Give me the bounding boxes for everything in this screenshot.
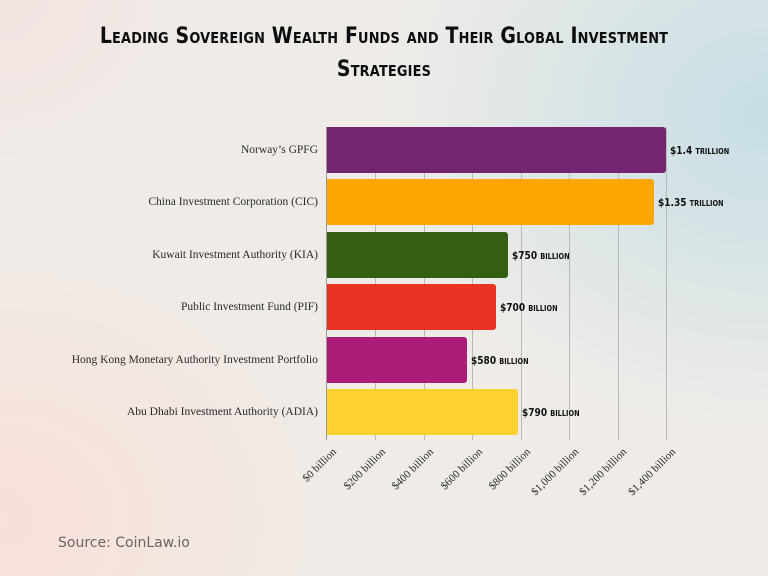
x-tick-label: $200 billion — [341, 446, 388, 493]
bar-row: Kuwait Investment Authority (KIA) $750 b… — [0, 232, 768, 278]
gridline — [424, 127, 425, 440]
category-label: China Investment Corporation (CIC) — [148, 196, 318, 208]
bar-row: China Investment Corporation (CIC) $1.35… — [0, 179, 768, 225]
bar-hkma — [327, 337, 467, 383]
x-tick-label: $1,400 billion — [626, 446, 679, 499]
x-tick-label: $400 billion — [389, 446, 437, 493]
bar-cic — [327, 179, 654, 225]
value-label: $750 billion — [512, 249, 570, 262]
x-tick-label: $1,000 billion — [528, 446, 582, 499]
bar-kia — [327, 232, 509, 278]
x-tick-label: $800 billion — [486, 446, 534, 493]
bar-pif — [327, 284, 496, 330]
chart-title: Leading Sovereign Wealth Funds and Their… — [99, 24, 669, 82]
bar-row: Norway’s GPFG $1.4 trillion — [0, 127, 768, 173]
x-tick-label: $1,200 billion — [577, 446, 630, 499]
bar-adia — [327, 389, 518, 435]
bar-row: Hong Kong Monetary Authority Investment … — [0, 337, 768, 383]
x-tick-label: $0 billion — [300, 446, 339, 485]
source-credit: Source: CoinLaw.io — [58, 535, 190, 551]
category-label: Public Investment Fund (PIF) — [180, 301, 318, 313]
value-label: $700 billion — [500, 301, 558, 314]
gridline — [569, 127, 570, 440]
gridline — [375, 127, 376, 440]
gridline — [521, 127, 522, 440]
gridline — [618, 127, 619, 440]
category-label: Norway’s GPFG — [241, 144, 318, 156]
y-axis-line — [326, 127, 327, 440]
gridline — [472, 127, 473, 440]
value-label: $1.35 trillion — [657, 196, 724, 209]
category-label: Abu Dhabi Investment Authority (ADIA) — [127, 406, 318, 418]
category-label: Kuwait Investment Authority (KIA) — [152, 249, 318, 261]
bar-row: Abu Dhabi Investment Authority (ADIA) $7… — [0, 389, 768, 435]
value-label: $1.4 trillion — [670, 144, 730, 157]
gridline — [666, 127, 667, 440]
bar-row: Public Investment Fund (PIF) $700 billio… — [0, 284, 768, 330]
bar-norway-gpfg — [327, 127, 666, 173]
value-label: $790 billion — [521, 406, 580, 419]
x-tick-label: $600 billion — [438, 446, 485, 493]
value-label: $580 billion — [470, 354, 529, 367]
category-label: Hong Kong Monetary Authority Investment … — [71, 354, 318, 366]
